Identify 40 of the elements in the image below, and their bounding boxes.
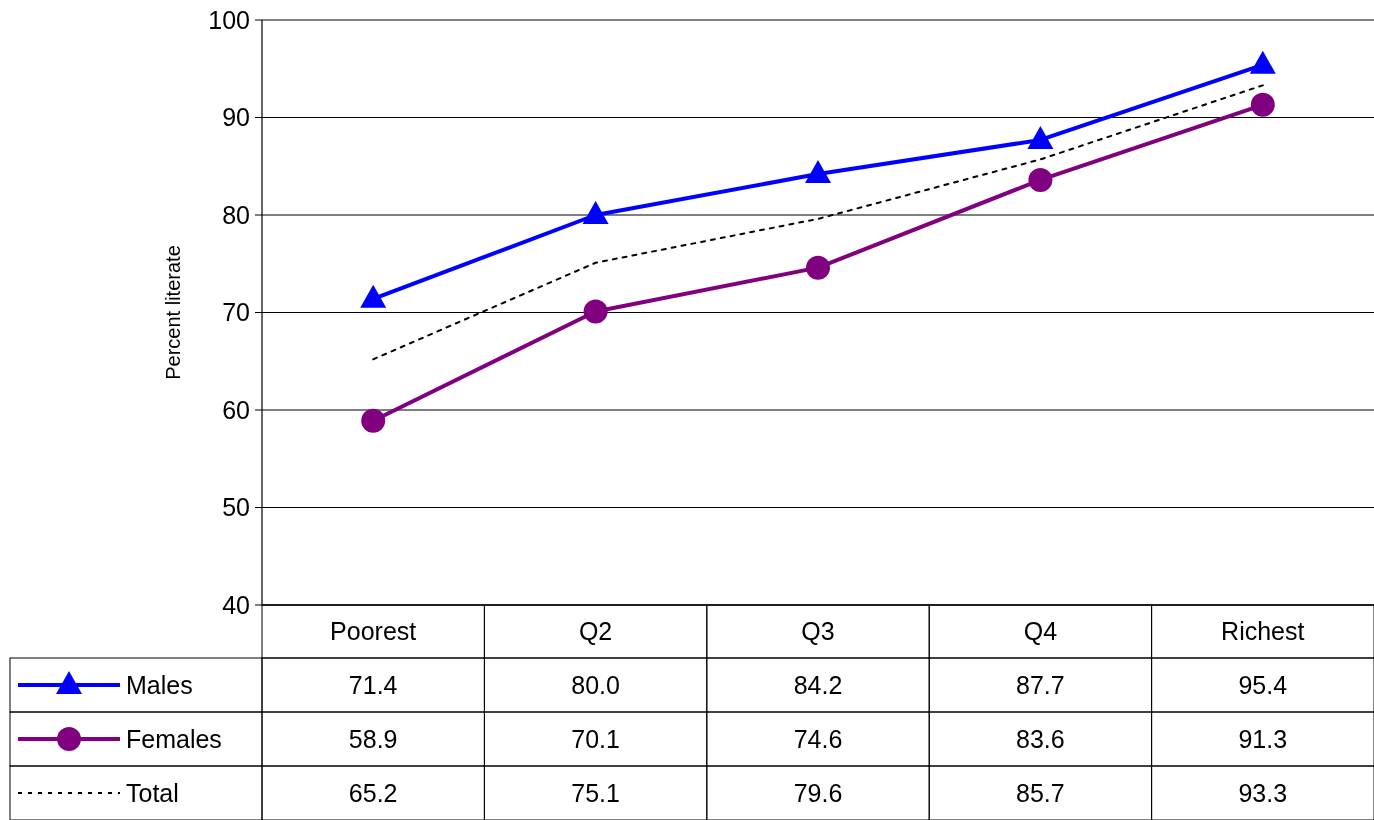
point	[361, 408, 386, 433]
y-tick-label: 50	[222, 493, 250, 522]
legend-label: Total	[126, 778, 179, 807]
data-label: 75.1	[571, 778, 620, 807]
data-label: 95.4	[1238, 670, 1288, 699]
y-tick-label: 90	[222, 103, 250, 132]
data-label: 74.6	[793, 724, 843, 753]
point	[1249, 50, 1276, 74]
point	[1028, 167, 1053, 192]
x-tick-label: Q2	[578, 617, 613, 646]
data-label: 84.2	[793, 670, 843, 699]
point	[583, 299, 608, 324]
y-tick-label: 60	[222, 395, 250, 424]
y-axis-title: Percent literate	[162, 245, 184, 380]
x-tick-label: Q4	[1023, 617, 1058, 646]
point	[360, 284, 387, 308]
point	[582, 201, 609, 224]
data-label: 71.4	[348, 670, 398, 699]
data-label: 83.6	[1016, 724, 1065, 753]
x-tick-label: Q3	[801, 617, 835, 646]
y-tick-label: 70	[222, 298, 250, 327]
y-tick-label: 100	[208, 5, 250, 34]
data-label: 91.3	[1238, 724, 1288, 753]
data-label: 70.1	[571, 724, 620, 753]
y-tick-label: 40	[222, 590, 250, 619]
legend-label: Males	[126, 670, 193, 699]
point	[1027, 125, 1054, 149]
point	[805, 160, 831, 184]
point	[806, 255, 830, 280]
x-tick-label: Poorest	[330, 617, 417, 646]
legend-label: Females	[126, 724, 222, 753]
data-label: 87.7	[1016, 670, 1065, 699]
data-label: 93.3	[1238, 778, 1288, 807]
data-label: 79.6	[793, 778, 843, 807]
data-label: 58.9	[348, 724, 398, 753]
data-label: 80.0	[571, 670, 620, 699]
y-tick-label: 80	[222, 200, 250, 229]
data-label: 85.7	[1016, 778, 1065, 807]
x-tick-label: Richest	[1221, 617, 1305, 646]
data-label: 65.2	[348, 778, 398, 807]
